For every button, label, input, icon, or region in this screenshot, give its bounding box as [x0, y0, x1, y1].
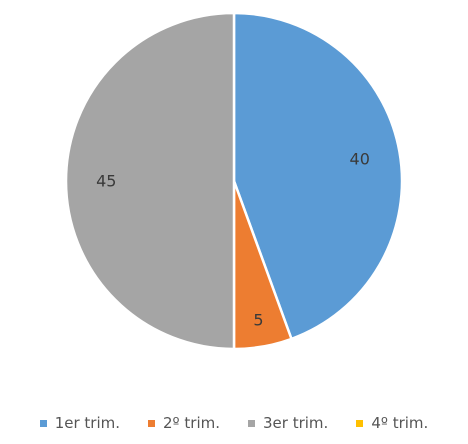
data-label-1er-trim: 40 [350, 149, 370, 168]
legend-item-2-trim: 2º trim. [148, 414, 220, 432]
pie-slice-3er-trim [64, 11, 236, 351]
legend-label-3er-trim: 3er trim. [263, 414, 329, 432]
legend-item-1er-trim: 1er trim. [39, 414, 121, 432]
chart-legend: 1er trim. 2º trim. 3er trim. 4º trim. [0, 412, 468, 434]
data-label-3er-trim: 45 [96, 172, 116, 191]
legend-label-4-trim: 4º trim. [371, 414, 429, 432]
pie-slice-1er-trim [232, 11, 404, 341]
legend-swatch-1er-trim [39, 419, 47, 427]
legend-swatch-2-trim [148, 419, 156, 427]
legend-swatch-3er-trim [248, 419, 255, 427]
legend-item-3er-trim: 3er trim. [248, 414, 328, 432]
data-label-2-trim: 5 [253, 310, 263, 329]
legend-item-4-trim: 4º trim. [356, 414, 428, 432]
legend-swatch-4-trim [356, 419, 364, 427]
legend-label-1er-trim: 1er trim. [54, 414, 121, 432]
legend-label-2-trim: 2º trim. [163, 414, 220, 432]
